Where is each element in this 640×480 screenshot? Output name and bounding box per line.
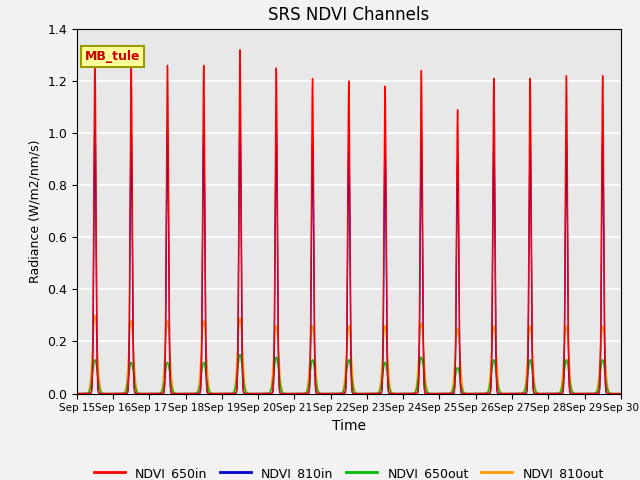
NDVI_810out [73,391,81,396]
NDVI_650out [615,391,623,396]
Y-axis label: Radiance (W/m2/nm/s): Radiance (W/m2/nm/s) [29,140,42,283]
Legend: NDVI_650in, NDVI_810in, NDVI_650out, NDVI_810out: NDVI_650in, NDVI_810in, NDVI_650out, NDV… [89,462,609,480]
NDVI_650out [501,391,509,396]
Line: NDVI_650out: NDVI_650out [77,355,621,394]
NDVI_650out [276,384,284,389]
Line: NDVI_810in: NDVI_810in [77,118,621,394]
NDVI_650out [617,391,625,396]
NDVI_810out [91,312,99,318]
NDVI_810in [424,391,431,396]
NDVI_810out [276,377,284,383]
NDVI_650out [189,391,197,396]
Title: SRS NDVI Channels: SRS NDVI Channels [268,6,429,24]
NDVI_650in [615,391,623,396]
NDVI_810in [189,391,197,396]
NDVI_650in [424,391,431,396]
NDVI_810out [424,389,431,395]
NDVI_810out [501,391,509,396]
NDVI_810out [189,391,197,396]
NDVI_810out [615,391,623,396]
NDVI_650in [236,47,244,53]
NDVI_810in [276,391,284,396]
NDVI_810in [73,391,81,396]
NDVI_810out [617,391,625,396]
X-axis label: Time: Time [332,419,366,433]
NDVI_650out [424,390,431,396]
NDVI_650in [276,391,284,396]
NDVI_650in [617,391,625,396]
NDVI_650in [184,391,191,396]
NDVI_810in [184,391,191,396]
Text: MB_tule: MB_tule [85,50,140,63]
NDVI_810out [184,391,191,396]
NDVI_650in [73,391,81,396]
Line: NDVI_810out: NDVI_810out [77,315,621,394]
NDVI_810in [617,391,625,396]
Line: NDVI_650in: NDVI_650in [77,50,621,394]
NDVI_650out [236,352,244,358]
NDVI_810in [236,115,244,120]
NDVI_650in [501,391,509,396]
NDVI_810in [501,391,509,396]
NDVI_650out [73,391,81,396]
NDVI_810in [615,391,623,396]
NDVI_650out [184,391,191,396]
NDVI_650in [189,391,197,396]
